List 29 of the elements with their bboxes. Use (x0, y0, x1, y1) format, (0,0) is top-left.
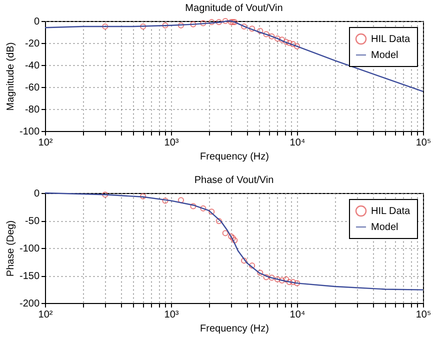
y-tick-label: 0 (34, 16, 40, 28)
x-axis-title: Frequency (Hz) (200, 152, 269, 162)
y-tick-label: -80 (25, 104, 40, 116)
x-tick-label: 10⁴ (290, 310, 306, 320)
x-axis-title: Frequency (Hz) (200, 324, 269, 334)
x-tick-label: 10⁴ (290, 138, 306, 148)
x-tick-label: 10² (38, 138, 54, 148)
y-tick-label: -20 (25, 38, 40, 50)
legend-label: HIL Data (371, 206, 411, 217)
legend-label: Model (371, 222, 398, 233)
y-tick-label: -100 (19, 244, 40, 254)
chart-title: Magnitude of Vout/Vin (185, 3, 283, 14)
legend-label: HIL Data (371, 34, 411, 45)
y-axis-title: Phase (Deg) (5, 220, 16, 277)
y-tick-label: -40 (25, 60, 40, 72)
y-tick-label: -50 (25, 216, 40, 227)
x-tick-label: 10³ (164, 310, 180, 320)
x-tick-label: 10² (38, 310, 54, 320)
x-tick-label: 10⁵ (416, 310, 432, 320)
x-tick-label: 10⁵ (416, 138, 432, 148)
x-tick-label: 10³ (164, 138, 180, 148)
legend-label: Model (371, 50, 398, 61)
y-tick-label: 0 (34, 188, 40, 200)
chart-title: Phase of Vout/Vin (194, 175, 274, 186)
y-axis-title: Magnitude (dB) (5, 42, 16, 111)
y-tick-label: -200 (19, 298, 40, 310)
y-tick-label: -100 (19, 126, 40, 138)
y-tick-label: -60 (25, 82, 40, 94)
y-tick-label: -150 (19, 271, 40, 282)
